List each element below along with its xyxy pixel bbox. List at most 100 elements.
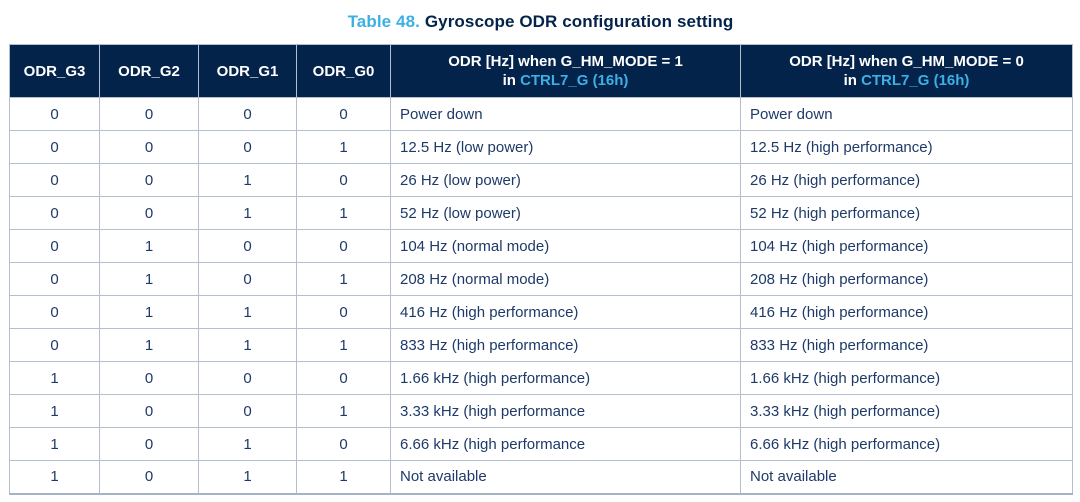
odr-hm1-cell: 104 Hz (normal mode) (390, 229, 741, 263)
header-odr-g1: ODR_G1 (198, 44, 297, 98)
bit-value-cell: 0 (9, 229, 100, 263)
table-row: 0 1 1 0 416 Hz (high performance) 416 Hz (hig… (9, 295, 1073, 329)
bit-value-cell: 1 (99, 229, 199, 263)
bit-value-cell: 0 (99, 361, 199, 395)
table-header: ODR_G3 ODR_G2 ODR_G1 ODR_G0 ODR [Hz] whe… (9, 44, 1073, 98)
bit-value-cell: 1 (296, 130, 391, 164)
bit-value-cell: 0 (198, 97, 297, 131)
odr-hm0-cell: Power down (740, 97, 1073, 131)
bit-value-cell: 1 (198, 163, 297, 197)
bit-value-cell: 1 (296, 262, 391, 296)
odr-hm1-cell: 26 Hz (low power) (390, 163, 741, 197)
table-row: 1 0 0 1 3.33 kHz (high performance 3.33 kHz (… (9, 394, 1073, 428)
table-row: 0 0 1 1 52 Hz (low power) 52 Hz (high perform… (9, 196, 1073, 230)
table-row: 1 0 1 0 6.66 kHz (high performance 6.66 kHz (… (9, 427, 1073, 461)
header-odr-hm0: ODR [Hz] when G_HM_MODE = 0 in CTRL7_G (… (740, 44, 1073, 98)
bit-value-cell: 1 (99, 328, 199, 362)
odr-hm1-cell: 6.66 kHz (high performance (390, 427, 741, 461)
bit-value-cell: 0 (296, 427, 391, 461)
bit-value-cell: 0 (99, 130, 199, 164)
odr-hm0-cell: 104 Hz (high performance) (740, 229, 1073, 263)
bit-value-cell: 0 (99, 460, 199, 494)
odr-hm1-cell: 208 Hz (normal mode) (390, 262, 741, 296)
table-row: 0 1 0 0 104 Hz (normal mode) 104 Hz (high per… (9, 229, 1073, 263)
odr-hm0-cell: 6.66 kHz (high performance) (740, 427, 1073, 461)
odr-hm1-cell: Power down (390, 97, 741, 131)
table-title-text: Gyroscope ODR configuration setting (424, 12, 734, 31)
header-row: ODR_G3 ODR_G2 ODR_G1 ODR_G0 ODR [Hz] whe… (9, 44, 1073, 98)
odr-hm0-cell: 1.66 kHz (high performance) (740, 361, 1073, 395)
bit-value-cell: 0 (99, 394, 199, 428)
header-odr-hm1-line1: ODR [Hz] when G_HM_MODE = 1 (448, 53, 683, 70)
table-row: 0 0 1 0 26 Hz (low power) 26 Hz (high perform… (9, 163, 1073, 197)
bit-value-cell: 0 (198, 361, 297, 395)
bit-value-cell: 0 (9, 196, 100, 230)
odr-hm1-cell: 1.66 kHz (high performance) (390, 361, 741, 395)
table-row: 1 0 1 1 Not available Not available (9, 460, 1073, 494)
bit-value-cell: 0 (9, 163, 100, 197)
table-row: 0 0 0 1 12.5 Hz (low power) 12.5 Hz (high per… (9, 130, 1073, 164)
table-row: 0 1 0 1 208 Hz (normal mode) 208 Hz (high per… (9, 262, 1073, 296)
bit-value-cell: 0 (198, 229, 297, 263)
bit-value-cell: 0 (296, 229, 391, 263)
bit-value-cell: 0 (9, 130, 100, 164)
odr-hm0-cell: 3.33 kHz (high performance) (740, 394, 1073, 428)
table-row: 0 0 0 0 Power down Power down (9, 97, 1073, 131)
bit-value-cell: 1 (9, 361, 100, 395)
bit-value-cell: 1 (198, 460, 297, 494)
odr-hm1-cell: 52 Hz (low power) (390, 196, 741, 230)
odr-hm1-cell: 833 Hz (high performance) (390, 328, 741, 362)
bit-value-cell: 0 (296, 295, 391, 329)
header-odr-hm1-line2-prefix: in (502, 72, 521, 89)
bit-value-cell: 0 (198, 394, 297, 428)
table-row: 1 0 0 0 1.66 kHz (high performance) 1.66 kHz … (9, 361, 1073, 395)
odr-hm1-cell: 416 Hz (high performance) (390, 295, 741, 329)
bit-value-cell: 0 (9, 295, 100, 329)
bit-value-cell: 1 (9, 394, 100, 428)
bit-value-cell: 1 (296, 460, 391, 494)
odr-hm1-cell: Not available (390, 460, 741, 494)
header-odr-g0: ODR_G0 (296, 44, 391, 98)
ctrl7g-register-link[interactable]: CTRL7_G (16h) (520, 72, 629, 89)
bit-value-cell: 0 (99, 196, 199, 230)
odr-hm1-cell: 12.5 Hz (low power) (390, 130, 741, 164)
bit-value-cell: 1 (9, 460, 100, 494)
bit-value-cell: 0 (198, 130, 297, 164)
odr-hm0-cell: 26 Hz (high performance) (740, 163, 1073, 197)
bit-value-cell: 1 (296, 328, 391, 362)
bit-value-cell: 1 (99, 295, 199, 329)
bit-value-cell: 0 (99, 163, 199, 197)
bit-value-cell: 0 (296, 97, 391, 131)
ctrl7g-register-link[interactable]: CTRL7_G (16h) (861, 72, 970, 89)
header-odr-g3: ODR_G3 (9, 44, 100, 98)
bit-value-cell: 1 (296, 196, 391, 230)
odr-hm1-cell: 3.33 kHz (high performance (390, 394, 741, 428)
odr-hm0-cell: 12.5 Hz (high performance) (740, 130, 1073, 164)
bit-value-cell: 0 (296, 361, 391, 395)
bit-value-cell: 1 (198, 295, 297, 329)
header-odr-hm1: ODR [Hz] when G_HM_MODE = 1 in CTRL7_G (… (390, 44, 741, 98)
odr-hm0-cell: 208 Hz (high performance) (740, 262, 1073, 296)
odr-hm0-cell: 52 Hz (high performance) (740, 196, 1073, 230)
odr-hm0-cell: 416 Hz (high performance) (740, 295, 1073, 329)
bit-value-cell: 0 (99, 97, 199, 131)
bit-value-cell: 0 (296, 163, 391, 197)
bit-value-cell: 1 (198, 328, 297, 362)
table-caption: Table 48. Gyroscope ODR configuration se… (9, 12, 1072, 32)
bit-value-cell: 0 (198, 262, 297, 296)
bit-value-cell: 1 (198, 427, 297, 461)
bit-value-cell: 1 (99, 262, 199, 296)
bit-value-cell: 1 (296, 394, 391, 428)
odr-hm0-cell: 833 Hz (high performance) (740, 328, 1073, 362)
table-row: 0 1 1 1 833 Hz (high performance) 833 Hz (hig… (9, 328, 1073, 362)
table-body: 0 0 0 0 Power down Power down 0 0 0 1 12.5 Hz (low… (9, 97, 1073, 494)
bit-value-cell: 0 (9, 262, 100, 296)
bit-value-cell: 1 (198, 196, 297, 230)
odr-hm0-cell: Not available (740, 460, 1073, 494)
bit-value-cell: 0 (9, 97, 100, 131)
gyroscope-odr-table: ODR_G3 ODR_G2 ODR_G1 ODR_G0 ODR [Hz] whe… (9, 44, 1073, 495)
header-odr-hm0-line2-prefix: in (843, 72, 862, 89)
table-number-label: Table 48. (347, 12, 420, 31)
bit-value-cell: 0 (9, 328, 100, 362)
